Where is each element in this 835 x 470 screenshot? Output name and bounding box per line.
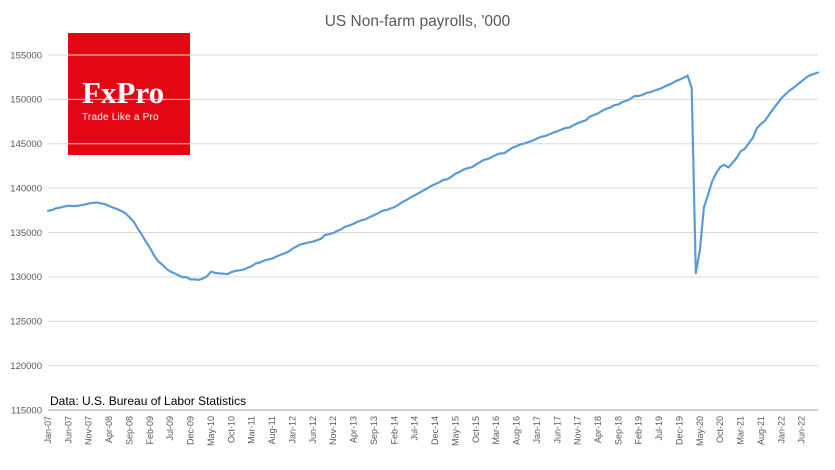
x-axis-tick-label: May-10 <box>206 416 216 446</box>
x-axis-tick-label: Feb-19 <box>634 416 644 445</box>
x-axis-tick-label: Dec-19 <box>674 416 684 445</box>
y-axis-tick-label: 120000 <box>10 361 42 372</box>
x-axis-tick-label: Feb-09 <box>145 416 155 445</box>
x-axis-tick-label: May-15 <box>450 416 460 446</box>
x-axis-tick-label: Apr-13 <box>349 416 359 443</box>
y-axis-tick-label: 145000 <box>10 139 42 150</box>
x-axis-tick-label: Aug-16 <box>512 416 522 445</box>
x-axis-tick-label: Oct-10 <box>226 416 236 443</box>
x-axis-tick-label: Apr-08 <box>104 416 114 443</box>
x-axis-tick-label: Oct-20 <box>715 416 725 443</box>
x-axis-tick-label: Oct-15 <box>471 416 481 443</box>
y-axis-tick-label: 155000 <box>10 50 42 61</box>
x-axis-tick-label: Jun-12 <box>308 416 318 444</box>
x-axis-tick-label: Feb-14 <box>389 416 399 445</box>
y-axis-tick-label: 135000 <box>10 228 42 239</box>
x-axis-tick-label: May-20 <box>695 416 705 446</box>
x-axis-tick-label: Jan-17 <box>532 416 542 444</box>
x-axis-tick-label: Jan-07 <box>43 416 53 444</box>
x-axis-tick-label: Apr-18 <box>593 416 603 443</box>
x-axis-tick-label: Sep-08 <box>124 416 134 445</box>
x-axis-tick-label: Nov-12 <box>328 416 338 445</box>
x-axis-tick-label: Jul-19 <box>654 416 664 441</box>
x-axis-tick-label: Nov-17 <box>573 416 583 445</box>
x-axis-tick-label: Dec-09 <box>186 416 196 445</box>
x-axis-tick-label: Nov-07 <box>84 416 94 445</box>
x-axis-tick-label: Jun-17 <box>552 416 562 444</box>
fxpro-brand-text: FxPro <box>82 75 165 110</box>
x-axis-tick-label: Sep-13 <box>369 416 379 445</box>
y-axis-tick-label: 140000 <box>10 183 42 194</box>
x-axis-tick-label: Jun-22 <box>797 416 807 444</box>
x-axis-tick-label: Jul-14 <box>410 416 420 441</box>
fxpro-logo: FxPro Trade Like a Pro <box>68 33 190 155</box>
x-axis-tick-label: Jul-09 <box>165 416 175 441</box>
x-axis-tick-label: Aug-21 <box>756 416 766 445</box>
y-axis-tick-label: 150000 <box>10 95 42 106</box>
y-axis-tick-label: 125000 <box>10 317 42 328</box>
fxpro-tagline: Trade Like a Pro <box>82 112 159 123</box>
data-source-note: Data: U.S. Bureau of Labor Statistics <box>50 394 247 408</box>
payrolls-series-line <box>46 71 820 281</box>
x-axis-tick-label: Mar-11 <box>247 416 257 444</box>
x-axis-tick-label: Mar-21 <box>736 416 746 445</box>
x-axis-tick-label: Jan-12 <box>287 416 297 444</box>
x-axis-tick-label: Mar-16 <box>491 416 501 445</box>
x-axis-tick-label: Jan-22 <box>776 416 786 444</box>
x-axis-tick-label: Jun-07 <box>63 416 73 444</box>
x-axis-tick-label: Aug-11 <box>267 416 277 444</box>
x-axis-tick-label: Dec-14 <box>430 416 440 445</box>
y-axis-tick-label: 115000 <box>11 405 42 416</box>
x-axis-tick-label: Sep-18 <box>613 416 623 445</box>
y-axis-tick-label: 130000 <box>10 272 42 283</box>
chart-title: US Non-farm payrolls, '000 <box>324 13 511 30</box>
